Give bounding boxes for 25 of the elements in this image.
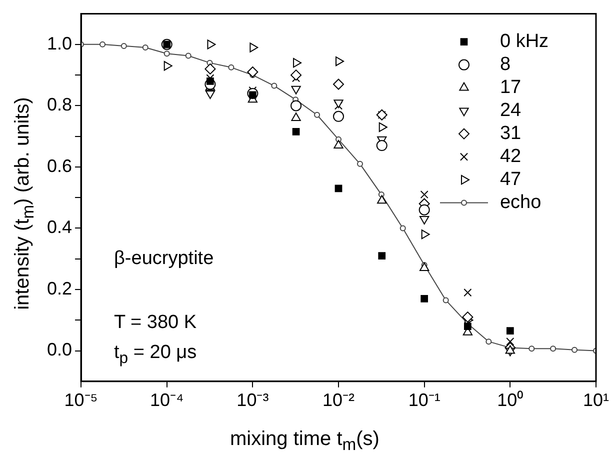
x-tick-label: 10⁰ xyxy=(497,390,524,410)
y-tick-label: 0.8 xyxy=(46,94,72,115)
x-tick-label: 10⁻² xyxy=(322,390,355,410)
x-tick-label: 10⁻¹ xyxy=(408,390,440,410)
annotation: β-eucryptite xyxy=(114,248,214,270)
y-tick-label: 1.0 xyxy=(46,33,72,54)
x-axis-title: mixing time t$_{m}$(s) xyxy=(230,428,380,455)
x-tick-label: 10¹ xyxy=(582,390,610,410)
y-tick-label: 0.2 xyxy=(46,278,72,298)
legend-label: 31 xyxy=(500,123,522,144)
annotation: T = 380 K xyxy=(114,312,197,334)
y-tick-label: 0.0 xyxy=(46,340,72,360)
legend-label: 17 xyxy=(500,77,522,98)
legend-label: echo xyxy=(500,192,542,214)
x-tick-label: 10⁻⁴ xyxy=(150,390,184,410)
y-tick-label: 0.4 xyxy=(46,217,72,238)
x-tick-label: 10⁻⁵ xyxy=(64,390,98,410)
y-tick-label: 0.6 xyxy=(46,156,72,176)
legend-label: 8 xyxy=(500,54,511,76)
annotation: t$_{p}$ = 20 μs xyxy=(114,342,197,368)
legend-label: 47 xyxy=(500,169,522,190)
x-tick-label: 10⁻³ xyxy=(236,390,269,410)
legend-label: 42 xyxy=(500,146,522,168)
legend-label: 0 kHz xyxy=(500,31,549,52)
legend-label: 24 xyxy=(500,100,522,122)
